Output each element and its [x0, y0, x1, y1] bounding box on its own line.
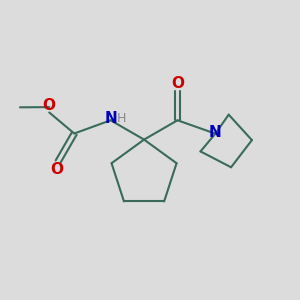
- Text: N: N: [209, 125, 222, 140]
- Text: O: O: [171, 76, 184, 91]
- Text: N: N: [104, 111, 117, 126]
- Text: O: O: [50, 162, 63, 177]
- Text: O: O: [43, 98, 56, 112]
- Text: H: H: [116, 112, 126, 125]
